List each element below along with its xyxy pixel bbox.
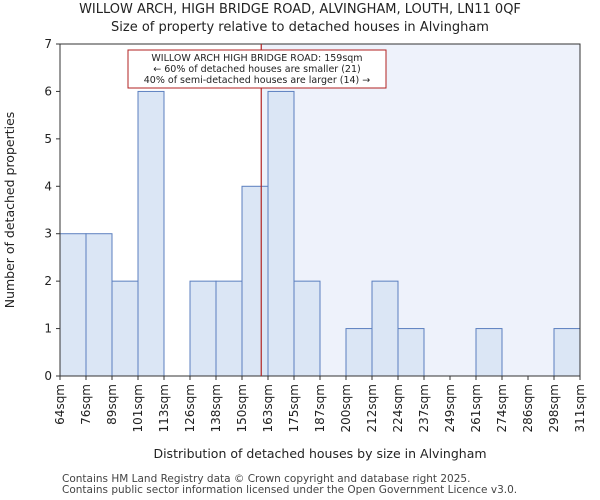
bar [59,233,87,377]
x-tick-label: 298sqm [547,384,561,432]
y-tick-label: 4 [44,179,52,193]
x-tick-label: 89sqm [105,384,119,425]
x-tick-label: 175sqm [287,384,301,432]
bar [111,280,139,377]
bar [137,90,165,377]
bar [215,280,243,377]
x-tick-label: 138sqm [209,384,223,432]
y-tick-label: 1 [44,322,52,336]
y-tick-label: 2 [44,274,52,288]
annotation-line-2: ← 60% of detached houses are smaller (21… [153,64,360,75]
bar [241,185,269,377]
x-tick-label: 64sqm [53,384,67,425]
bar [371,280,399,377]
bar [267,90,295,377]
chart-subtitle: Size of property relative to detached ho… [111,20,489,35]
y-tick-label: 0 [44,369,52,383]
footer-copyright: Contains HM Land Registry data © Crown c… [62,473,471,485]
x-tick-label: 212sqm [365,384,379,432]
annotation-line-1: WILLOW ARCH HIGH BRIDGE ROAD: 159sqm [151,53,362,64]
x-tick-label: 261sqm [469,384,483,432]
x-tick-label: 274sqm [495,384,509,432]
x-tick-label: 286sqm [521,384,535,432]
annotation-box [127,49,387,89]
y-axis-label: Number of detached properties [2,112,17,309]
x-tick-label: 126sqm [183,384,197,432]
bar [475,328,503,377]
bar [345,328,373,377]
x-axis-label: Distribution of detached houses by size … [153,446,486,461]
x-tick-label: 237sqm [417,384,431,432]
x-tick-label: 163sqm [261,384,275,432]
x-tick-label: 311sqm [573,384,587,432]
y-tick-label: 6 [44,84,52,98]
x-tick-label: 249sqm [443,384,457,432]
x-tick-label: 113sqm [157,384,171,432]
annotation-line-3: 40% of semi-detached houses are larger (… [144,75,371,86]
x-tick-label: 76sqm [79,384,93,425]
x-tick-label: 187sqm [313,384,327,432]
bar [397,328,425,377]
bar [553,328,581,377]
bar [85,233,113,377]
footer-licence: Contains public sector information licen… [62,484,518,496]
x-tick-label: 224sqm [391,384,405,432]
chart-title: WILLOW ARCH, HIGH BRIDGE ROAD, ALVINGHAM… [79,2,521,17]
y-tick-label: 5 [44,132,52,146]
bar [293,280,321,377]
x-tick-label: 150sqm [235,384,249,432]
x-tick-label: 101sqm [131,384,145,432]
bar [189,280,217,377]
x-tick-label: 200sqm [339,384,353,432]
y-tick-label: 3 [44,227,52,241]
y-tick-label: 7 [44,37,52,51]
